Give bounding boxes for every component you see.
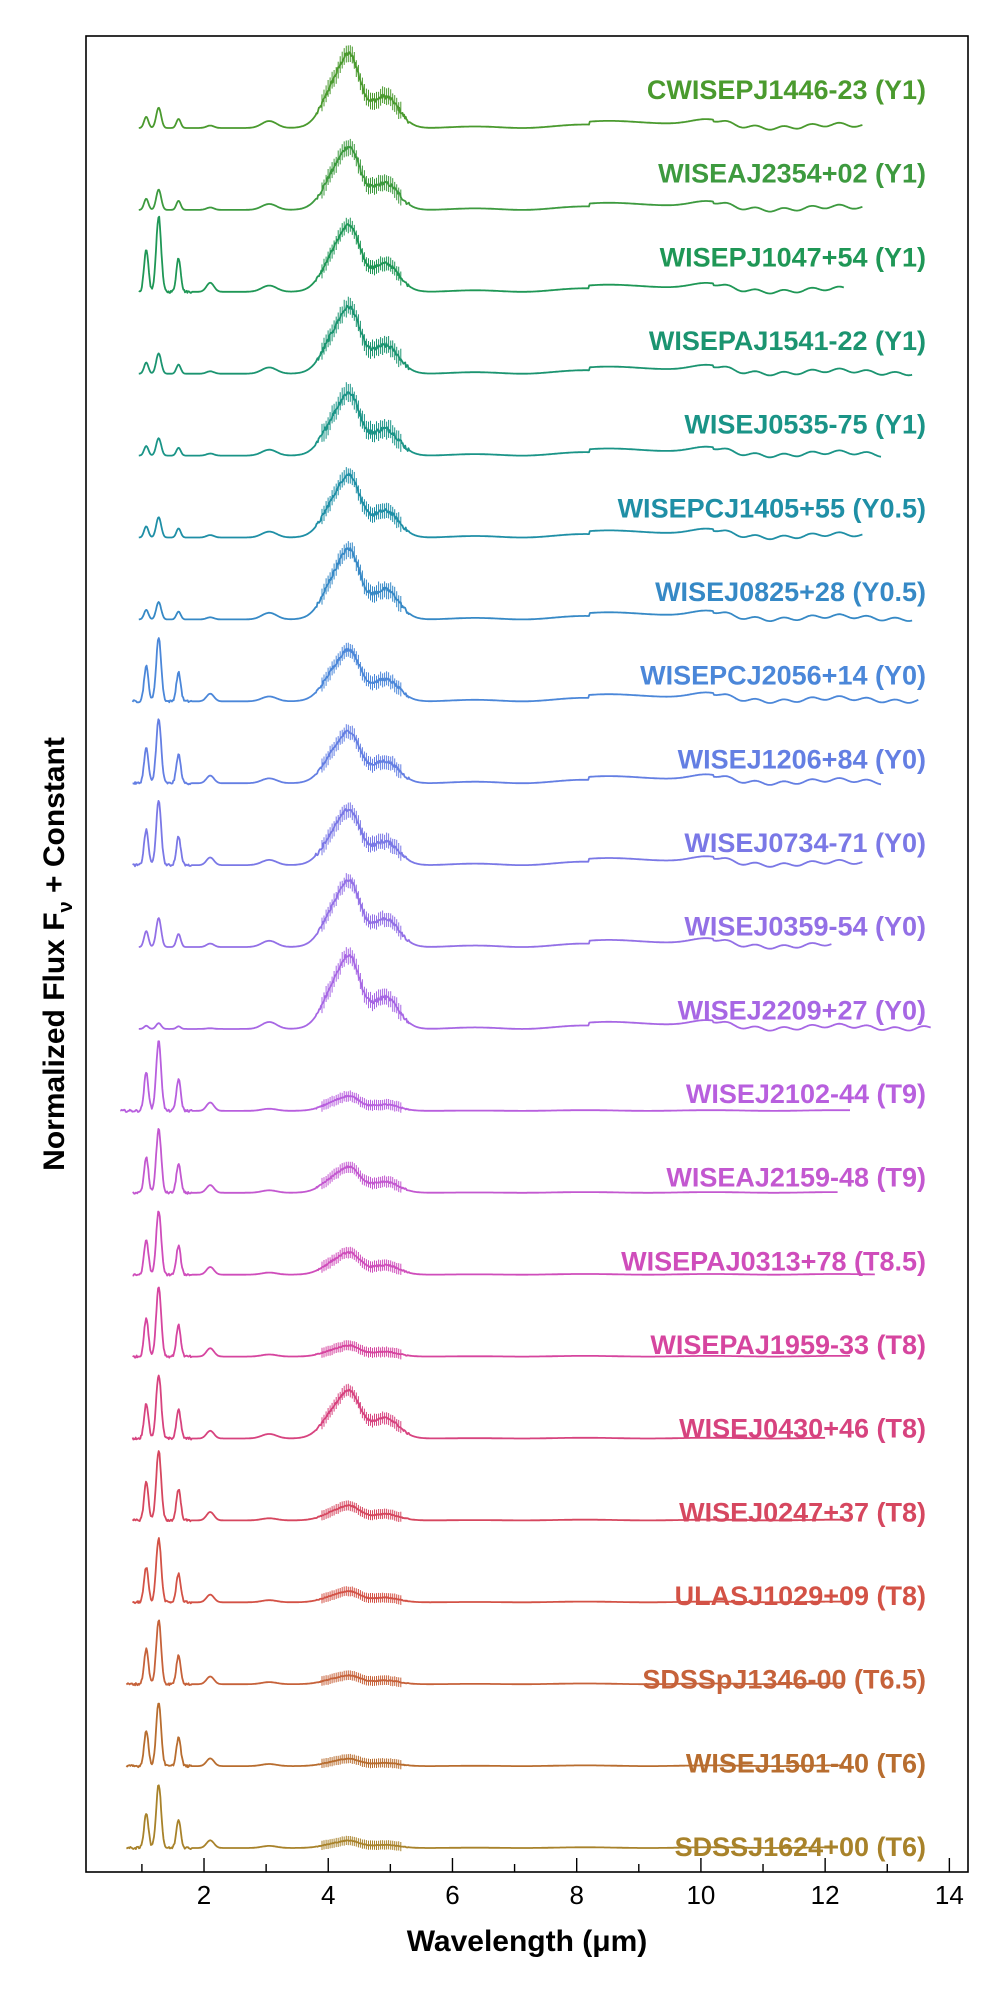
series-label: WISEJ1206+84 (Y0)	[678, 744, 926, 774]
series-label: WISEAJ2159-48 (T9)	[666, 1163, 926, 1193]
spectrum-line	[138, 391, 882, 459]
spectrum-line	[138, 878, 832, 950]
spectrum-line	[138, 51, 863, 131]
spectrum-series: WISEJ1206+84 (Y0)	[132, 718, 926, 786]
series-label: WISEJ0734-71 (Y0)	[684, 828, 926, 858]
spectrum-line	[138, 472, 863, 541]
spectrum-series: WISEPCJ2056+14 (Y0)	[131, 637, 926, 704]
spectrum-line	[138, 953, 931, 1032]
spectrum-line	[125, 1784, 838, 1850]
series-label: WISEPAJ1541-22 (Y1)	[649, 326, 926, 356]
spectrum-series: CWISEPJ1446-23 (Y1)	[138, 45, 926, 131]
spectrum-line	[125, 1702, 844, 1769]
spectrum-line	[131, 1374, 826, 1441]
spectrum-line	[132, 718, 882, 786]
x-tick-label: 4	[321, 1880, 335, 1910]
spectrum-series: WISEJ1501-40 (T6)	[125, 1702, 926, 1778]
spectrum-series: WISEPAJ0313+78 (T8.5)	[132, 1210, 926, 1277]
spectrum-series: WISEJ0535-75 (Y1)	[138, 382, 926, 459]
spectrum-line	[120, 1040, 851, 1113]
spectrum-line	[138, 215, 845, 295]
series-label: SDSSpJ1346-00 (T6.5)	[642, 1665, 926, 1695]
spectrum-line	[138, 547, 913, 622]
spectrum-series: SDSSpJ1346-00 (T6.5)	[125, 1619, 926, 1695]
x-tick-label: 2	[197, 1880, 211, 1910]
spectrum-line	[132, 800, 863, 868]
series-label: WISEPAJ0313+78 (T8.5)	[621, 1246, 926, 1276]
spectrum-line	[131, 637, 919, 704]
spectrum-series: WISEAJ2354+02 (Y1)	[138, 138, 926, 213]
series-label: CWISEPJ1446-23 (Y1)	[647, 75, 926, 105]
series-label: WISEJ0535-75 (Y1)	[684, 410, 926, 440]
spectrum-series: WISEJ0825+28 (Y0.5)	[138, 541, 926, 622]
series-label: WISEPAJ1959-33 (T8)	[650, 1330, 926, 1360]
series-label: WISEPCJ1405+55 (Y0.5)	[618, 493, 926, 523]
spectrum-series: WISEPAJ1959-33 (T8)	[132, 1286, 926, 1360]
series-label: WISEPCJ2056+14 (Y0)	[640, 661, 926, 691]
x-tick-label: 12	[811, 1880, 840, 1910]
x-tick-label: 8	[569, 1880, 583, 1910]
spectrum-series: SDSSJ1624+00 (T6)	[125, 1784, 926, 1862]
plot-frame	[85, 35, 969, 1873]
y-axis-title: Normalized Flux Fν + Constant	[38, 737, 77, 1171]
spectrum-series: WISEJ0734-71 (Y0)	[132, 800, 926, 868]
spectrum-series: WISEJ0359-54 (Y0)	[138, 873, 926, 950]
series-label: WISEJ0825+28 (Y0.5)	[655, 577, 926, 607]
spectrum-line	[132, 1286, 851, 1359]
spectrum-line	[125, 1619, 844, 1687]
spectrum-series: WISEPCJ1405+55 (Y0.5)	[138, 467, 926, 541]
spectrum-series: WISEPAJ1541-22 (Y1)	[138, 296, 926, 377]
spectrum-line	[131, 1537, 851, 1605]
spectrum-line	[132, 1128, 838, 1195]
series-label: WISEJ2102-44 (T9)	[686, 1079, 926, 1109]
series-label: WISEJ2209+27 (Y0)	[678, 995, 926, 1025]
spectrum-series: WISEJ0430+46 (T8)	[131, 1374, 926, 1444]
series-label: WISEAJ2354+02 (Y1)	[658, 159, 926, 189]
x-tick-label: 14	[935, 1880, 964, 1910]
spectrum-series: WISEPJ1047+54 (Y1)	[138, 215, 926, 295]
spectrum-line	[138, 304, 913, 377]
x-tick-label: 6	[445, 1880, 459, 1910]
spectrum-series: ULASJ1029+09 (T8)	[131, 1537, 926, 1611]
series-label: WISEPJ1047+54 (Y1)	[660, 242, 926, 272]
spectrum-series: WISEAJ2159-48 (T9)	[132, 1128, 926, 1195]
series-label: WISEJ1501-40 (T6)	[686, 1748, 926, 1778]
y-axis-title-subscript: ν	[55, 901, 77, 912]
spectrum-series: WISEJ2209+27 (Y0)	[138, 947, 931, 1032]
spectrum-line	[138, 145, 863, 213]
spectrum-series: WISEJ0247+37 (T8)	[131, 1450, 926, 1527]
y-axis-title-main: Normalized Flux F	[38, 912, 71, 1170]
series-label: WISEJ0430+46 (T8)	[679, 1414, 926, 1444]
x-tick-label: 10	[686, 1880, 715, 1910]
x-axis-title: Wavelength (μm)	[407, 1925, 648, 1958]
x-axis-ticks: 2 4 6 8 10 12 14	[141, 1858, 964, 1910]
spectrum-line	[131, 1450, 844, 1523]
series-label: WISEJ0359-54 (Y0)	[684, 912, 926, 942]
spectrum-line	[132, 1210, 875, 1277]
series-label: SDSSJ1624+00 (T6)	[675, 1832, 926, 1862]
series-layer: CWISEPJ1446-23 (Y1) WISEAJ2354+02 (Y1) WIS…	[120, 45, 931, 1862]
spectrum-series: WISEJ2102-44 (T9)	[120, 1040, 926, 1113]
series-label: WISEJ0247+37 (T8)	[679, 1497, 926, 1527]
series-label: ULASJ1029+09 (T8)	[675, 1581, 926, 1611]
y-axis-title-suffix: + Constant	[38, 737, 71, 901]
